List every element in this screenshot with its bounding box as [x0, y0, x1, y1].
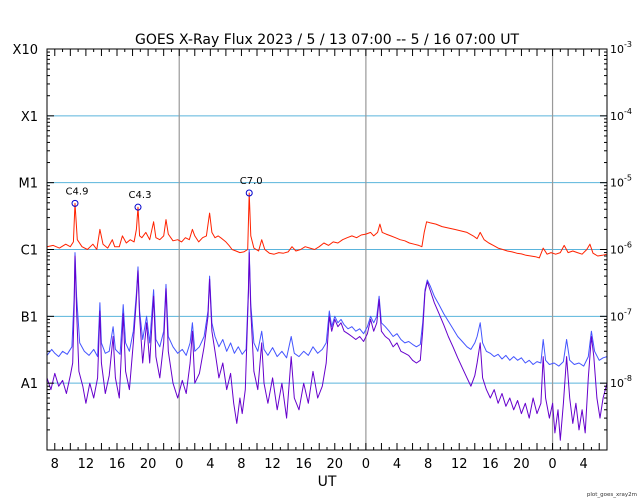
class-label: B1 — [21, 310, 38, 325]
x-tick-label: 20 — [327, 457, 344, 472]
x-tick-label: 12 — [78, 457, 95, 472]
x-tick-label: 0 — [548, 457, 556, 472]
x-axis-label: UT — [318, 474, 337, 490]
series-layer — [46, 192, 608, 441]
right-tick-label: 10-6 — [610, 241, 632, 257]
flux-series-2 — [46, 252, 608, 441]
class-label: C1 — [21, 244, 38, 259]
x-tick-label: 16 — [482, 457, 499, 472]
x-tick-label: 8 — [424, 457, 432, 472]
right-tick-label: 10-5 — [610, 174, 632, 190]
flare-label: C4.9 — [66, 186, 89, 197]
right-tick-label: 10-7 — [610, 307, 632, 323]
class-label: X1 — [21, 110, 38, 125]
x-tick-label: 0 — [362, 457, 370, 472]
x-tick-label: 8 — [237, 457, 245, 472]
x-tick-label: 4 — [393, 457, 401, 472]
x-tick-label: 12 — [451, 457, 468, 472]
chart-title: GOES X-Ray Flux 2023 / 5 / 13 07:00 -- 5… — [135, 32, 519, 48]
right-tick-label: 10-4 — [610, 107, 632, 123]
x-tick-label: 0 — [175, 457, 183, 472]
right-tick-label: 10-8 — [610, 374, 632, 390]
flare-marker — [134, 203, 142, 211]
axis-layer: X10 X1 M1 C1 B1 A1 10-3 10-4 10-5 10-6 10-7 10-8 8 12… — [13, 40, 632, 472]
right-tick-label: 10-3 — [610, 40, 632, 56]
class-label: X10 — [13, 43, 38, 58]
flux-series-0 — [46, 192, 608, 259]
x-tick-label: 4 — [206, 457, 214, 472]
class-label: M1 — [19, 177, 39, 192]
flare-marker — [71, 199, 79, 207]
x-tick-label: 20 — [140, 457, 157, 472]
flare-label: C7.0 — [240, 176, 263, 187]
x-tick-label: 8 — [51, 457, 59, 472]
x-tick-label: 16 — [295, 457, 312, 472]
x-tick-label: 16 — [109, 457, 126, 472]
x-tick-label: 12 — [264, 457, 281, 472]
class-label: A1 — [21, 377, 38, 392]
x-tick-label: 20 — [513, 457, 530, 472]
footer-note: plot_goes_xray2m — [587, 492, 637, 498]
grid-layer — [47, 49, 607, 450]
flare-layer: C4.9 C4.3 C7.0 — [66, 176, 263, 211]
flare-label: C4.3 — [129, 190, 152, 201]
flare-marker — [245, 189, 253, 197]
x-tick-label: 4 — [580, 457, 588, 472]
